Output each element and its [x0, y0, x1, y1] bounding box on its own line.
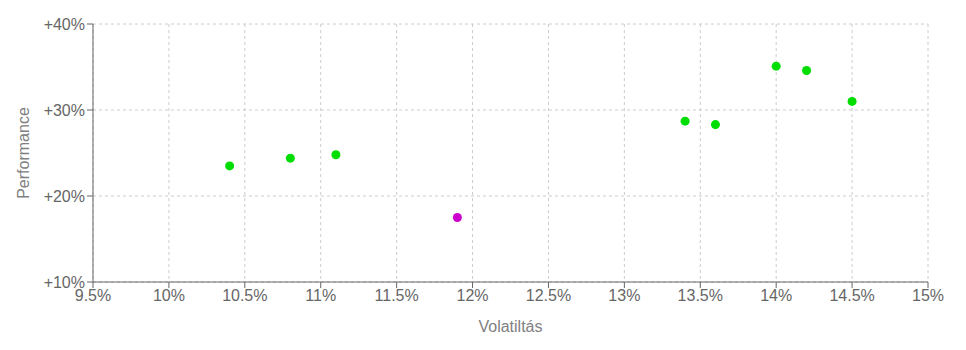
svg-text:Volatiltás: Volatiltás	[478, 318, 542, 335]
svg-text:14.5%: 14.5%	[829, 287, 874, 304]
svg-text:+10%: +10%	[44, 274, 85, 291]
svg-text:11%: 11%	[305, 287, 336, 304]
svg-text:14%: 14%	[760, 287, 792, 304]
svg-text:10%: 10%	[153, 287, 185, 304]
svg-text:9.5%: 9.5%	[74, 287, 112, 305]
svg-text:+30%: +30%	[44, 102, 85, 119]
svg-text:Performance: Performance	[15, 107, 32, 199]
svg-text:12.5%: 12.5%	[526, 287, 571, 304]
svg-text:13%: 13%	[608, 287, 640, 304]
svg-text:12%: 12%	[457, 287, 489, 304]
svg-text:15%: 15%	[912, 287, 944, 304]
svg-text:+40%: +40%	[44, 16, 85, 33]
svg-text:13.5%: 13.5%	[678, 287, 723, 304]
svg-text:+20%: +20%	[44, 188, 85, 205]
svg-text:10.5%: 10.5%	[222, 287, 267, 304]
svg-text:11.5%: 11.5%	[375, 287, 419, 304]
